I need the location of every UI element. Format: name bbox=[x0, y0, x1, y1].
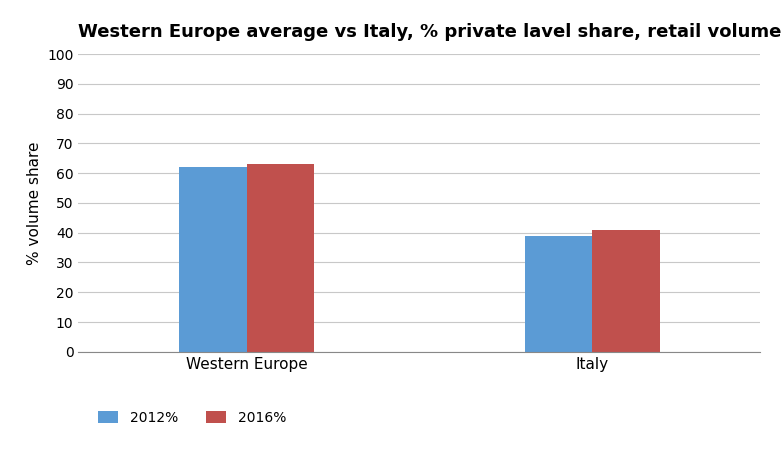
Text: Western Europe average vs Italy, % private lavel share, retail volume 2012/2016: Western Europe average vs Italy, % priva… bbox=[78, 23, 784, 41]
Bar bbox=[246, 164, 314, 352]
Bar bbox=[180, 167, 246, 352]
Bar bbox=[525, 236, 593, 352]
Legend: 2012%, 2016%: 2012%, 2016% bbox=[92, 405, 292, 430]
Bar bbox=[593, 230, 659, 352]
Y-axis label: % volume share: % volume share bbox=[27, 141, 42, 265]
